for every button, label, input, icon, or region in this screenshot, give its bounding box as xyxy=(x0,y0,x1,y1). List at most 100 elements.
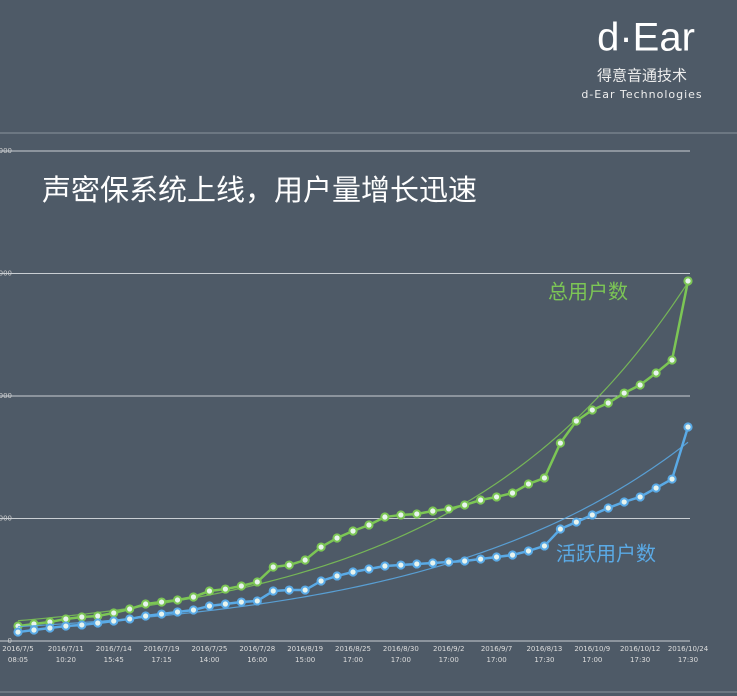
point xyxy=(156,609,167,619)
point xyxy=(188,605,199,615)
point xyxy=(651,368,661,378)
point xyxy=(571,416,581,426)
point xyxy=(635,380,645,390)
point xyxy=(587,405,597,415)
point xyxy=(396,510,406,520)
point xyxy=(156,597,167,607)
point xyxy=(476,495,486,505)
point xyxy=(603,398,613,408)
point xyxy=(555,438,565,448)
point xyxy=(61,621,71,631)
point xyxy=(268,562,278,572)
point xyxy=(364,564,374,574)
point xyxy=(188,592,199,602)
x-tick-label: 2016/7/28 16:00 xyxy=(239,645,275,664)
point xyxy=(109,608,119,618)
point xyxy=(252,596,262,606)
point xyxy=(29,625,39,635)
point xyxy=(491,492,502,502)
point xyxy=(93,618,103,628)
x-tick-label: 2016/7/19 17:15 xyxy=(144,645,180,664)
point xyxy=(316,542,326,552)
point xyxy=(571,517,581,527)
point xyxy=(236,581,246,591)
point xyxy=(444,557,454,567)
point xyxy=(635,492,645,502)
x-tick-label: 2016/7/14 15:45 xyxy=(96,645,132,664)
logo-mark: d·Ear xyxy=(597,16,695,60)
x-tick-label: 2016/8/19 15:00 xyxy=(287,645,323,664)
point xyxy=(252,577,262,587)
point xyxy=(523,546,534,556)
point xyxy=(284,585,294,595)
point xyxy=(683,422,693,432)
point xyxy=(172,595,183,605)
point xyxy=(460,500,470,510)
point xyxy=(364,520,374,530)
point xyxy=(125,614,135,624)
x-tick-label: 2016/8/25 17:00 xyxy=(335,645,371,664)
point xyxy=(268,586,278,596)
point xyxy=(539,473,550,483)
point xyxy=(300,585,310,595)
point xyxy=(316,576,326,586)
point xyxy=(667,355,677,365)
point xyxy=(332,571,342,581)
point xyxy=(444,504,454,514)
point xyxy=(125,604,135,614)
logo-en: d-Ear Technologies xyxy=(581,88,702,101)
point xyxy=(77,612,87,622)
logo-cn: 得意音通技术 xyxy=(597,67,687,85)
point xyxy=(412,559,422,569)
point xyxy=(141,599,151,609)
point xyxy=(380,561,390,571)
point xyxy=(412,509,422,519)
point xyxy=(348,526,358,536)
point xyxy=(45,623,55,633)
point xyxy=(236,597,246,607)
point xyxy=(13,627,23,637)
point xyxy=(300,555,310,565)
point xyxy=(428,506,438,516)
point xyxy=(77,620,87,630)
point xyxy=(428,558,438,568)
legend-label: 活跃用户数 xyxy=(556,542,656,566)
point xyxy=(539,541,550,551)
point xyxy=(220,599,230,609)
point xyxy=(172,607,183,617)
x-tick-label: 2016/8/13 17:30 xyxy=(526,645,562,664)
point xyxy=(332,533,342,543)
point xyxy=(683,276,693,286)
x-tick-label: 2016/8/30 17:00 xyxy=(383,645,419,664)
point xyxy=(284,560,294,570)
point xyxy=(491,552,502,562)
point xyxy=(619,497,629,507)
point xyxy=(603,503,613,513)
chart-title: 声密保系统上线，用户量增长迅速 xyxy=(42,173,477,207)
x-tick-label: 2016/7/11 10:20 xyxy=(48,645,84,664)
point xyxy=(476,554,486,564)
x-tick-label: 2016/9/2 17:00 xyxy=(433,645,464,664)
point xyxy=(109,616,119,626)
point xyxy=(507,550,518,560)
point xyxy=(396,560,406,570)
x-tick-label: 2016/10/12 17:30 xyxy=(620,645,660,664)
point xyxy=(651,483,661,493)
point xyxy=(523,479,534,489)
legend-label: 总用户数 xyxy=(548,280,628,304)
point xyxy=(507,488,518,498)
point xyxy=(667,474,677,484)
point xyxy=(220,584,230,594)
x-tick-label: 2016/10/9 17:00 xyxy=(574,645,610,664)
point xyxy=(460,556,470,566)
x-tick-label: 2016/7/5 08:05 xyxy=(2,645,33,664)
point xyxy=(380,512,390,522)
x-tick-label: 2016/10/24 17:30 xyxy=(668,645,709,664)
point xyxy=(619,388,629,398)
point xyxy=(204,601,215,611)
x-tick-label: 2016/7/25 14:00 xyxy=(191,645,227,664)
x-tick-label: 2016/9/7 17:00 xyxy=(481,645,512,664)
point xyxy=(141,611,151,621)
